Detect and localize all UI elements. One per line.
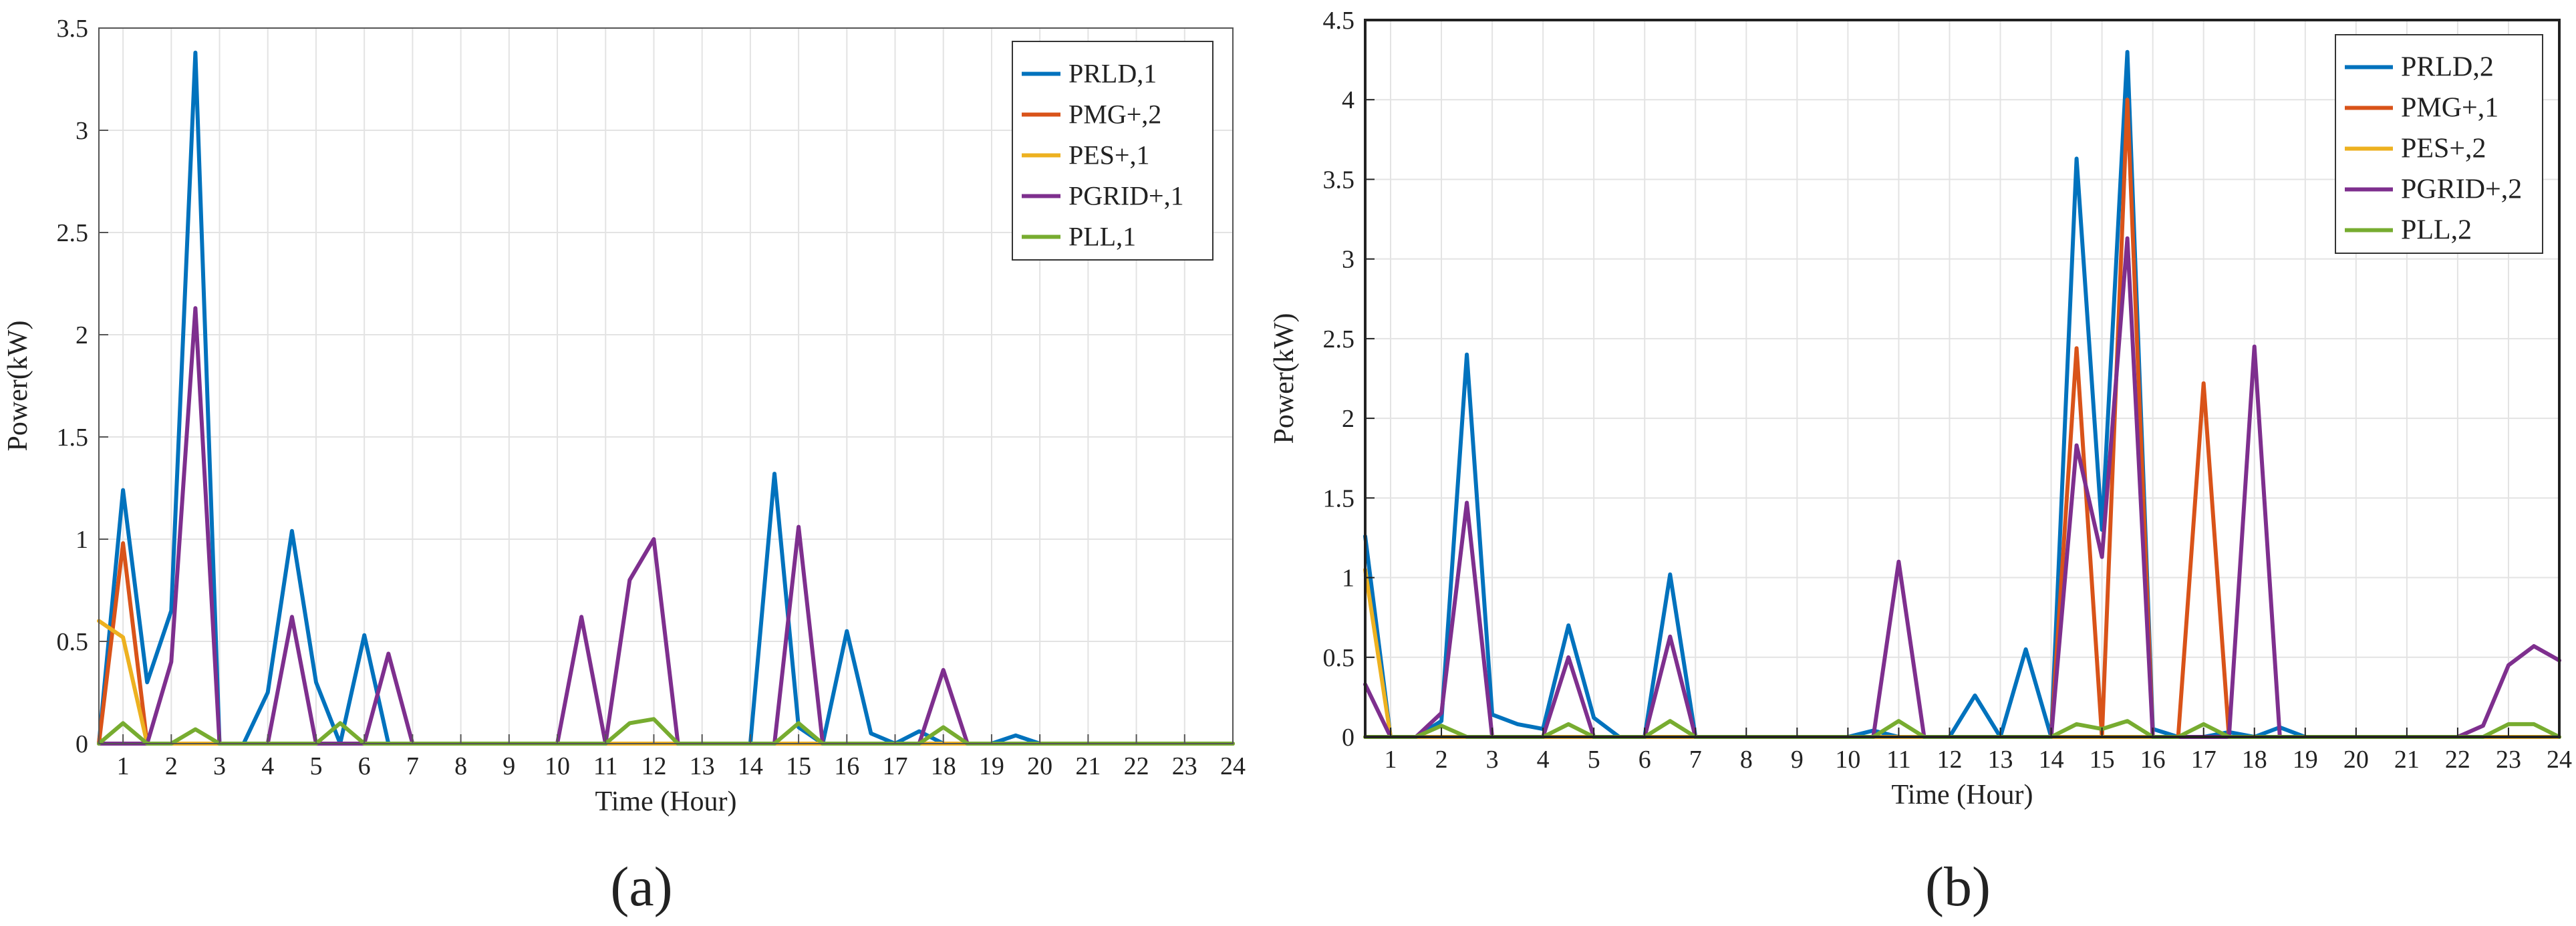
legend-box <box>2335 34 2543 254</box>
x-tick-label: 1 <box>1385 746 1397 774</box>
y-tick-label: 3 <box>76 117 88 145</box>
x-tick-label: 6 <box>358 752 371 780</box>
x-tick-label: 18 <box>931 752 956 780</box>
y-tick-label: 1.5 <box>1323 484 1355 512</box>
x-tick-label: 5 <box>309 752 322 780</box>
x-tick-label: 3 <box>213 752 226 780</box>
x-tick-label: 19 <box>979 752 1004 780</box>
x-tick-label: 20 <box>1027 752 1052 780</box>
x-tick-label: 10 <box>545 752 570 780</box>
x-tick-label: 14 <box>738 752 763 780</box>
y-tick-label: 1 <box>1342 565 1354 593</box>
x-tick-label: 17 <box>2191 746 2216 774</box>
axes-box <box>98 27 1234 744</box>
x-tick-label: 12 <box>1937 746 1962 774</box>
x-tick-label: 22 <box>1124 752 1149 780</box>
y-tick-label: 0.5 <box>1323 644 1355 672</box>
x-tick-label: 9 <box>1791 746 1804 774</box>
x-tick-label: 2 <box>1435 746 1448 774</box>
x-tick-label: 8 <box>454 752 467 780</box>
y-tick-label: 2.5 <box>1323 325 1355 353</box>
y-tick-label: 1.5 <box>57 424 89 452</box>
x-tick-label: 15 <box>2090 746 2115 774</box>
y-tick-label: 2.5 <box>57 219 89 247</box>
x-tick-label: 13 <box>1988 746 2013 774</box>
legend-entry: PGRID+,2 <box>2401 174 2522 205</box>
x-tick-label: 8 <box>1740 746 1753 774</box>
legend-entry: PLL,2 <box>2401 215 2472 246</box>
y-tick-label: 2 <box>76 321 88 349</box>
x-tick-label: 14 <box>2039 746 2064 774</box>
y-tick-label: 0.5 <box>57 628 89 656</box>
y-tick-label: 2 <box>1342 405 1354 433</box>
legend: PRLD,1 PMG+,2 PES+,1 PGRID+,1 PLL,1 <box>1012 41 1213 261</box>
x-axis-title: Time (Hour) <box>1892 780 2033 810</box>
legend-entry: PMG+,2 <box>1068 100 1161 130</box>
y-tick-label: 3.5 <box>1323 166 1355 194</box>
x-tick-label: 7 <box>1689 746 1702 774</box>
x-tick-label: 7 <box>406 752 419 780</box>
x-tick-label: 13 <box>690 752 715 780</box>
y-axis-title: Power(kW) <box>1269 313 1300 444</box>
x-tick-label: 23 <box>1172 752 1197 780</box>
y-axis: 0 0.5 1 1.5 2 2.5 3 3.5 4 4.5 <box>1323 7 1375 752</box>
panel-label: (a) <box>610 856 672 918</box>
legend-entry: PES+,2 <box>2401 134 2486 164</box>
y-tick-label: 4.5 <box>1323 7 1355 35</box>
x-tick-label: 16 <box>834 752 859 780</box>
chart-panel-b: 1 2 3 4 5 6 7 8 9 10 11 12 13 14 15 16 17 18 19 20 21 22 23 240… <box>1269 7 2572 918</box>
legend-entry: PRLD,1 <box>1068 59 1157 89</box>
x-tick-label: 19 <box>2293 746 2318 774</box>
x-tick-label: 4 <box>261 752 274 780</box>
x-tick-label: 17 <box>883 752 908 780</box>
x-tick-label: 6 <box>1638 746 1651 774</box>
legend-entry: PES+,1 <box>1068 140 1149 170</box>
axes-box <box>1364 19 2561 738</box>
y-axis: 0 0.5 1 1.5 2 2.5 3 3.5 <box>57 15 108 758</box>
chart-panel-a: 1 2 3 4 5 6 7 8 9 10 11 12 13 14 15 16 17 18 19 20 21 22 23 240… <box>3 15 1246 918</box>
gridlines <box>99 27 1234 744</box>
x-tick-label: 2 <box>165 752 178 780</box>
x-tick-label: 24 <box>2547 746 2572 774</box>
x-axis-title: Time (Hour) <box>595 786 737 817</box>
x-tick-label: 10 <box>1835 746 1860 774</box>
x-tick-label: 12 <box>641 752 666 780</box>
legend-entry: PRLD,2 <box>2401 52 2494 83</box>
y-tick-label: 0 <box>1342 724 1354 752</box>
x-tick-label: 11 <box>1886 746 1911 774</box>
x-tick-label: 5 <box>1588 746 1600 774</box>
x-axis: 1 2 3 4 5 6 7 8 9 10 11 12 13 14 15 16 17 18 19 20 21 22 23 24 <box>1385 728 2572 774</box>
legend-box <box>1012 41 1213 261</box>
y-tick-label: 1 <box>76 526 88 554</box>
x-tick-label: 16 <box>2140 746 2166 774</box>
y-tick-label: 4 <box>1342 86 1354 114</box>
legend-entry: PMG+,1 <box>2401 93 2498 124</box>
y-tick-label: 3 <box>1342 246 1354 274</box>
x-tick-label: 9 <box>503 752 515 780</box>
legend-entry: PLL,1 <box>1068 222 1136 252</box>
x-tick-label: 11 <box>593 752 618 780</box>
x-tick-label: 20 <box>2343 746 2369 774</box>
x-tick-label: 3 <box>1486 746 1499 774</box>
x-tick-label: 21 <box>1075 752 1101 780</box>
legend-entry: PGRID+,1 <box>1068 181 1184 211</box>
x-tick-label: 23 <box>2496 746 2521 774</box>
x-tick-label: 15 <box>786 752 811 780</box>
x-tick-label: 22 <box>2445 746 2470 774</box>
x-tick-label: 4 <box>1537 746 1550 774</box>
y-tick-label: 0 <box>76 730 88 758</box>
y-axis-title: Power(kW) <box>3 321 33 452</box>
legend: PRLD,2 PMG+,1 PES+,2 PGRID+,2 PLL,2 <box>2335 34 2543 254</box>
x-tick-label: 21 <box>2394 746 2420 774</box>
x-tick-label: 24 <box>1220 752 1246 780</box>
x-tick-label: 18 <box>2242 746 2267 774</box>
panel-label: (b) <box>1925 856 1991 918</box>
y-tick-label: 3.5 <box>57 15 89 43</box>
x-tick-label: 1 <box>117 752 130 780</box>
x-axis: 1 2 3 4 5 6 7 8 9 10 11 12 13 14 15 16 17 18 19 20 21 22 23 24 <box>117 734 1246 780</box>
